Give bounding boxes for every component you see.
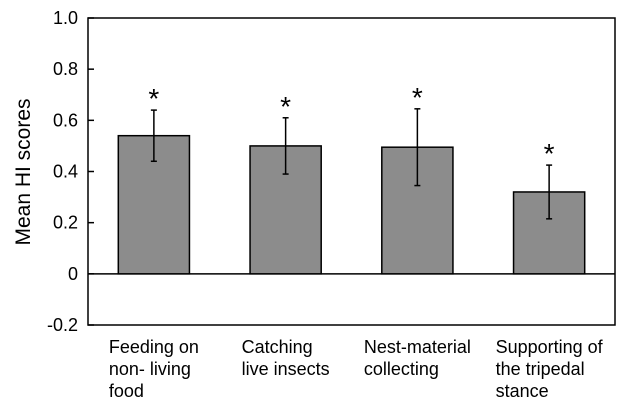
x-tick-label-line: stance	[496, 381, 549, 401]
x-tick-label-line: Catching	[242, 337, 313, 357]
error-bar	[414, 108, 421, 187]
x-tick-label-line: Supporting of	[496, 337, 604, 357]
x-tick-label-line: Nest-material	[364, 337, 471, 357]
y-tick-label: 0.8	[53, 59, 78, 79]
significance-marker: *	[412, 82, 423, 113]
significance-marker: *	[148, 83, 159, 114]
error-bar	[150, 109, 157, 163]
x-tick-label-line: non- living	[109, 359, 191, 379]
x-tick-label-line: live insects	[242, 359, 330, 379]
significance-marker: *	[544, 138, 555, 169]
x-tick-label-line: food	[109, 381, 144, 401]
y-tick-label: 1.0	[53, 8, 78, 28]
y-axis-label: Mean HI scores	[12, 98, 35, 245]
bar	[117, 134, 191, 275]
y-tick-label: -0.2	[47, 315, 78, 335]
x-tick-label-line: collecting	[364, 359, 439, 379]
x-tick-label-line: the tripedal	[496, 359, 585, 379]
significance-marker: *	[280, 91, 291, 122]
y-tick-label: 0.6	[53, 110, 78, 130]
x-tick-label-line: Feeding on	[109, 337, 199, 357]
error-bar	[282, 117, 289, 175]
error-bar	[546, 164, 553, 220]
y-tick-label: 0.4	[53, 162, 78, 182]
y-tick-label: 0	[68, 264, 78, 284]
y-tick-label: 0.2	[53, 213, 78, 233]
